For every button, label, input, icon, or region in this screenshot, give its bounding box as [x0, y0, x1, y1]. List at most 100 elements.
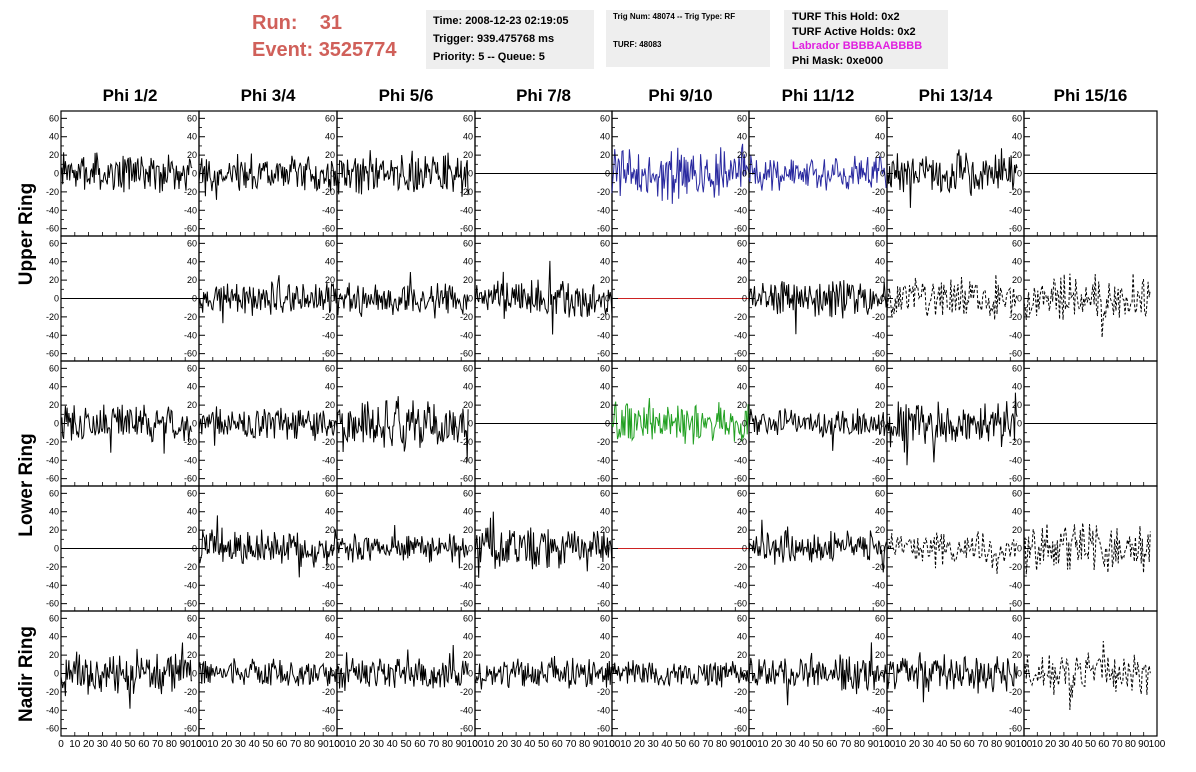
y-tick-label: 0 — [880, 544, 885, 554]
turf-this-hold: TURF This Hold: 0x2 — [792, 11, 900, 23]
y-tick-label: 20 — [737, 275, 747, 285]
y-tick-label: -20 — [460, 312, 473, 322]
y-tick-label: 60 — [737, 488, 747, 498]
y-tick-label: -60 — [184, 224, 197, 234]
x-tick-label: 10 — [895, 739, 907, 750]
y-tick-label: -60 — [184, 724, 197, 734]
y-tick-label: 20 — [875, 650, 885, 660]
x-tick-label: 60 — [964, 739, 976, 750]
waveform-trace — [1023, 522, 1151, 575]
waveform-trace — [474, 260, 613, 335]
y-tick-label: -20 — [46, 687, 59, 697]
y-tick-label: 40 — [737, 507, 747, 517]
x-tick-label: 10 — [1032, 739, 1044, 750]
panel-r3-c7: -60 -40 -20 0 20 40 60 — [872, 360, 1025, 487]
x-tick-label: 50 — [950, 739, 962, 750]
column-header-7: Phi 13/14 — [918, 86, 993, 105]
y-tick-label: 60 — [187, 113, 197, 123]
y-tick-label: -40 — [734, 455, 747, 465]
y-tick-label: 20 — [737, 650, 747, 660]
y-tick-label: -20 — [872, 312, 885, 322]
y-tick-label: 60 — [600, 613, 610, 623]
x-tick-label: 20 — [1045, 739, 1057, 750]
x-tick-label: 40 — [249, 739, 261, 750]
x-tick-label: 10 — [69, 739, 81, 750]
waveform-trace — [611, 143, 750, 204]
y-tick-label: 60 — [1012, 488, 1022, 498]
x-tick-label: 40 — [936, 739, 948, 750]
x-tick-label: 80 — [1125, 739, 1137, 750]
y-tick-label: 60 — [1012, 613, 1022, 623]
x-tick-label: 40 — [111, 739, 123, 750]
y-tick-label: -20 — [184, 187, 197, 197]
y-tick-label: -20 — [184, 437, 197, 447]
y-tick-label: -60 — [597, 724, 610, 734]
panel-r4-c6: -60 -40 -20 0 20 40 60 — [734, 485, 888, 612]
y-tick-label: -20 — [184, 687, 197, 697]
panel-r2-c5: -60 -40 -20 0 20 40 60 — [597, 235, 750, 362]
y-tick-label: 60 — [187, 363, 197, 373]
y-tick-label: 40 — [325, 132, 335, 142]
event-value: 3525774 — [318, 39, 397, 61]
column-header-2: Phi 3/4 — [240, 86, 296, 105]
y-tick-label: 0 — [192, 544, 197, 554]
y-tick-label: 40 — [737, 257, 747, 267]
panel-r4-c7: -60 -40 -20 0 20 40 60 — [872, 485, 1025, 612]
y-tick-label: 20 — [737, 525, 747, 535]
x-tick-label: 80 — [579, 739, 591, 750]
y-tick-label: 40 — [187, 132, 197, 142]
y-tick-label: -60 — [46, 599, 59, 609]
y-tick-label: 40 — [875, 132, 885, 142]
y-tick-label: -40 — [460, 330, 473, 340]
y-tick-label: 40 — [875, 257, 885, 267]
y-tick-label: -60 — [872, 599, 885, 609]
y-tick-label: -60 — [46, 474, 59, 484]
waveform-trace — [886, 531, 1018, 574]
y-tick-label: 20 — [325, 275, 335, 285]
y-tick-label: -40 — [597, 455, 610, 465]
column-header-3: Phi 5/6 — [378, 86, 434, 105]
y-tick-label: 0 — [605, 294, 610, 304]
y-tick-label: 20 — [187, 400, 197, 410]
y-tick-label: 60 — [463, 488, 473, 498]
panel-r4-c3: -60 -40 -20 0 20 40 60 — [322, 485, 476, 612]
x-tick-label: 30 — [97, 739, 109, 750]
y-tick-label: -20 — [734, 312, 747, 322]
x-tick-label: 50 — [538, 739, 550, 750]
x-tick-label: 0 — [746, 739, 752, 750]
panel-r2-c6: -60 -40 -20 0 20 40 60 — [734, 235, 888, 362]
x-tick-label: 10 — [757, 739, 769, 750]
y-tick-label: -60 — [322, 474, 335, 484]
x-tick-label: 90 — [180, 739, 192, 750]
waveform-trace — [886, 148, 1018, 208]
y-tick-label: 0 — [54, 669, 59, 679]
y-tick-label: 60 — [600, 238, 610, 248]
run-label: Run: — [252, 12, 298, 34]
y-tick-label: 20 — [1012, 275, 1022, 285]
y-tick-label: 60 — [875, 113, 885, 123]
y-tick-label: 20 — [1012, 650, 1022, 660]
waveform-trace — [748, 519, 888, 573]
x-tick-label: 30 — [1058, 739, 1070, 750]
y-tick-label: -40 — [872, 705, 885, 715]
y-tick-label: -40 — [872, 330, 885, 340]
x-tick-label: 100 — [191, 739, 208, 750]
y-tick-label: 40 — [187, 632, 197, 642]
y-tick-label: 60 — [325, 363, 335, 373]
x-tick-label: 90 — [1005, 739, 1017, 750]
panel-r2-c7: -60 -40 -20 0 20 40 60 — [872, 235, 1025, 362]
panel-r3-c8: -60 -40 -20 0 20 40 60 — [1009, 360, 1158, 487]
y-tick-label: -60 — [184, 349, 197, 359]
x-tick-label: 0 — [58, 739, 64, 750]
panel-r4-c4: -60 -40 -20 0 20 40 60 — [460, 485, 613, 612]
waveform-trace — [198, 153, 338, 200]
y-tick-label: -60 — [46, 724, 59, 734]
x-tick-label: 70 — [1112, 739, 1124, 750]
y-tick-label: -40 — [1009, 330, 1022, 340]
x-tick-label: 70 — [290, 739, 302, 750]
y-tick-label: -40 — [184, 330, 197, 340]
y-tick-label: 60 — [463, 363, 473, 373]
y-tick-label: -60 — [322, 724, 335, 734]
y-tick-label: -40 — [460, 705, 473, 715]
y-tick-label: 40 — [600, 257, 610, 267]
